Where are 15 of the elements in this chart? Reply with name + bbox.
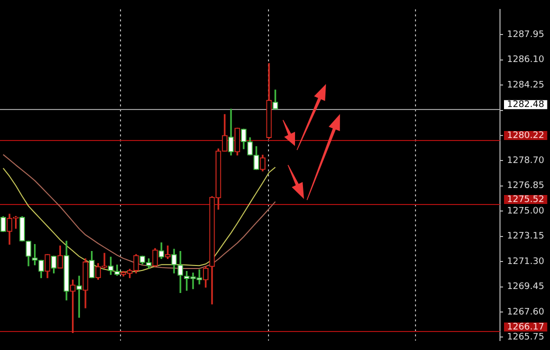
y-tick-label: 1275.00 xyxy=(507,206,544,216)
y-tick-label: 1276.85 xyxy=(507,181,544,192)
ref-line-label: 1275.52 xyxy=(507,194,544,205)
y-tick-label: 1269.45 xyxy=(507,282,544,292)
ref-line-label: 1266.17 xyxy=(507,322,544,332)
y-tick-label: 1286.10 xyxy=(507,55,544,66)
ref-line-label: 1280.22 xyxy=(507,130,544,141)
y-tick-label: 1284.25 xyxy=(507,80,544,90)
y-tick-label: 1267.60 xyxy=(507,307,544,318)
y-tick-label: 1278.70 xyxy=(507,156,544,166)
y-tick-label: 1273.15 xyxy=(507,232,544,242)
ref-line-label: 1282.48 xyxy=(507,100,544,110)
y-tick-label: 1271.30 xyxy=(507,256,544,267)
y-tick-label: 1287.95 xyxy=(507,30,544,40)
y-tick-label: 1265.75 xyxy=(507,332,544,343)
